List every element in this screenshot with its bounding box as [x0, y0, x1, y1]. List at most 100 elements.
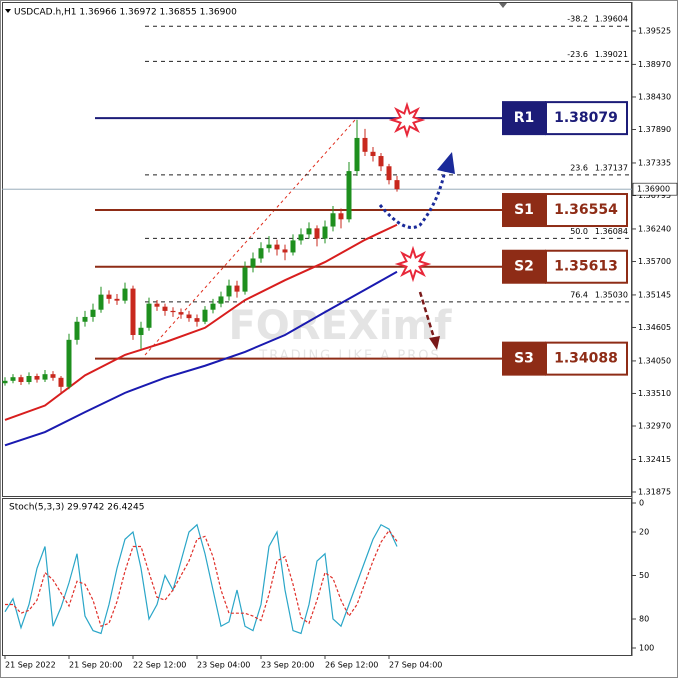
y-tick-label: 1.34050 [638, 356, 671, 365]
candle-body [330, 213, 336, 227]
candle-body [82, 316, 88, 322]
candle-body [26, 375, 32, 383]
level-name: S3 [514, 351, 534, 367]
level-box-value [545, 101, 628, 136]
menu-icon [5, 9, 11, 13]
candle-body [138, 327, 144, 336]
candle-body [250, 258, 256, 268]
candle-body [298, 234, 304, 241]
level-value: 1.38079 [554, 110, 618, 126]
candle-body [90, 309, 96, 317]
candle-body [266, 244, 272, 249]
y-tick-label: 1.38970 [638, 60, 671, 69]
candle-body [98, 294, 104, 310]
candle-body [114, 298, 120, 301]
candle-body [106, 294, 112, 299]
candle-body [154, 303, 160, 307]
candle-body [274, 244, 280, 250]
x-tick-label: 22 Sep 12:00 [133, 661, 186, 670]
candle-body [218, 296, 224, 304]
level-box-name [502, 193, 546, 228]
y-tick-label: 1.38430 [638, 92, 671, 101]
candle-body [378, 156, 384, 167]
y-tick-label: 1.37890 [638, 125, 671, 134]
candle-body [346, 171, 352, 220]
x-tick-label: 21 Sep 2022 [5, 661, 56, 670]
y-tick-label: 1.36795 [638, 191, 671, 200]
x-tick-label: 21 Sep 20:00 [69, 661, 122, 670]
candle-body [242, 267, 248, 292]
stoch-title: Stoch(5,3,3) 29.9742 26.4245 [9, 503, 144, 513]
fib-price-label: 1.39604 [595, 15, 628, 24]
candle-body [42, 374, 48, 380]
candle-body [66, 339, 72, 387]
y-tick-label: 1.32970 [638, 422, 671, 431]
y-tick-label: 1.33510 [638, 389, 671, 398]
fib-price-label: 1.39021 [595, 50, 628, 59]
candle-body [290, 240, 296, 253]
level-name: R1 [514, 110, 535, 126]
watermark: FOREXimf TRADING LIKE A PROS [228, 303, 452, 364]
level-box-value [545, 193, 628, 228]
level-box-name [502, 249, 546, 284]
y-tick-label: 100 [639, 644, 654, 653]
candle-body [58, 377, 64, 387]
candle-body [18, 377, 24, 383]
fib-level-label: -23.6 [567, 50, 588, 59]
candle-body [162, 306, 168, 311]
candle-body [146, 303, 152, 328]
x-tick-label: 27 Sep 04:00 [389, 661, 442, 670]
fib-level-label: 50.0 [570, 227, 588, 236]
y-tick-label: 1.35700 [638, 257, 671, 266]
candle-body [306, 228, 312, 235]
burst-r1 [388, 101, 426, 139]
burst-s2 [394, 245, 432, 283]
x-tick-label: 23 Sep 04:00 [197, 661, 250, 670]
bearish-scenario-arrow [418, 291, 436, 339]
fib-level-label: 76.4 [570, 290, 588, 299]
level-value: 1.35613 [554, 259, 618, 275]
y-tick-label: 1.37335 [638, 158, 671, 167]
candle-body [202, 309, 208, 322]
candle-body [170, 310, 176, 313]
watermark-brand: FOREXimf [228, 303, 452, 349]
x-tick-label: 23 Sep 20:00 [261, 661, 314, 670]
y-tick-label: 1.31875 [638, 487, 671, 496]
candle-body [122, 288, 128, 301]
y-tick-label: 50 [639, 571, 649, 580]
candle-body [194, 318, 200, 322]
shift-marker [499, 3, 507, 8]
y-tick-label: 1.36240 [638, 224, 671, 233]
bearish-arrow-head [429, 336, 440, 350]
chart-title: USDCAD.h,H1 1.36966 1.36972 1.36855 1.36… [14, 8, 237, 18]
moving-average [4, 223, 398, 421]
y-tick-label: 80 [639, 615, 649, 624]
fib-level-label: -38.2 [567, 15, 588, 24]
stoch-line [4, 523, 398, 635]
candle-body [178, 312, 184, 315]
y-tick-label: 1.39525 [638, 26, 671, 35]
level-box-name [502, 341, 546, 376]
x-tick-label: 26 Sep 12:00 [325, 661, 378, 670]
candle-body [338, 213, 344, 220]
fib-price-label: 1.37137 [595, 163, 628, 172]
candle-body [322, 226, 328, 239]
moving-average [4, 270, 398, 447]
candle-body [50, 374, 56, 378]
fib-trend-line [144, 119, 356, 356]
candle-body [314, 228, 320, 239]
watermark-tagline: TRADING LIKE A PROS [258, 349, 440, 364]
candle-body [74, 321, 80, 340]
level-value: 1.34088 [554, 351, 618, 367]
fib-price-label: 1.36084 [595, 227, 628, 236]
candle-body [394, 180, 400, 190]
level-box-name [502, 101, 546, 136]
candle-body [130, 288, 136, 336]
candle-body [210, 303, 216, 310]
level-box-value [545, 249, 628, 284]
candle-body [2, 380, 8, 384]
candle-body [258, 248, 264, 259]
y-tick-label: 1.32415 [638, 455, 671, 464]
level-name: S2 [514, 259, 534, 275]
